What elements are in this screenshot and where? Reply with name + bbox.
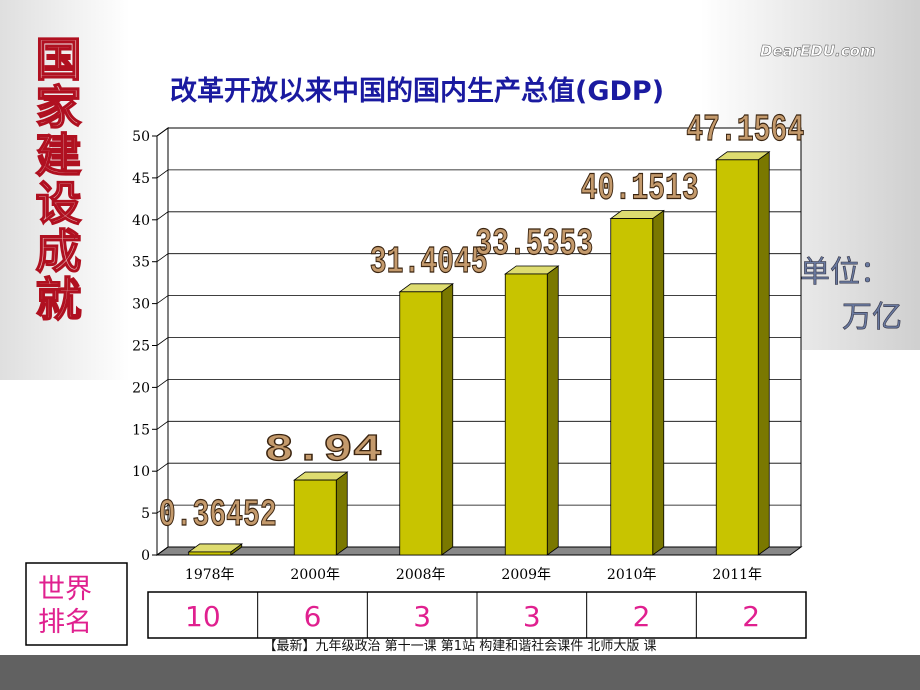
decor-bottom [0, 655, 920, 690]
ranking-label: 排名 [38, 607, 92, 638]
chart: 0 5 10 15 20 25 30 35 40 45 50 1978年 0.36452 2000年 8.9… [25, 108, 807, 646]
grid-line [156, 295, 801, 304]
grid-line [156, 546, 801, 556]
y-tick-label: 25 [132, 339, 150, 355]
bar-side [335, 471, 348, 556]
ranking-value: 6 [304, 600, 322, 633]
bar [293, 479, 337, 556]
y-tick-label: 50 [132, 129, 150, 145]
x-tick-label: 2009年 [501, 567, 551, 583]
ranking-value: 3 [523, 600, 541, 633]
grid-line [156, 211, 801, 221]
bar-side [546, 265, 559, 556]
bar-side [441, 283, 454, 556]
ranking-label: 世界 [38, 574, 92, 605]
y-tick-label: 20 [132, 380, 150, 396]
y-tick-label: 0 [141, 548, 150, 564]
grid-line [156, 420, 801, 430]
bar [188, 551, 232, 556]
grid-line [156, 462, 801, 472]
grid-line [156, 169, 801, 179]
y-tick-label: 10 [132, 464, 150, 480]
bar [504, 273, 548, 556]
y-tick-label: 35 [132, 255, 150, 271]
unit-label: 万亿 [842, 300, 902, 335]
value-label: 33.5353 [475, 223, 593, 266]
y-tick-label: 15 [132, 422, 150, 438]
grid-line [156, 127, 801, 137]
floor [155, 546, 803, 556]
grid-line [156, 337, 801, 346]
value-label: 31.4045 [370, 241, 488, 284]
value-label: 8.94 [264, 429, 382, 472]
bar-side [652, 209, 665, 556]
ranking-value: 2 [633, 600, 651, 633]
x-tick-label: 2008年 [396, 567, 446, 583]
grid-line [156, 504, 801, 514]
y-tick-label: 45 [132, 171, 150, 187]
footer: 【最新】九年级政治 第十一课 第1站 构建和谐社会课件 北师大版 课 [264, 638, 657, 654]
side-title: 国家建设成就 [29, 35, 83, 323]
y-tick-label: 40 [132, 213, 150, 229]
unit-label: 单位： [800, 255, 890, 290]
x-tick-label: 2011年 [712, 567, 762, 583]
x-tick-label: 1978年 [185, 567, 235, 583]
bar-side [757, 151, 770, 556]
ranking-value: 10 [185, 600, 221, 633]
value-label: 0.36452 [159, 494, 277, 537]
value-label: 47.1564 [686, 109, 804, 152]
grid-line [156, 378, 801, 388]
y-tick-label: 5 [141, 506, 150, 522]
bar [610, 218, 654, 556]
grid-line [156, 253, 801, 263]
x-tick-label: 2010年 [607, 567, 657, 583]
ranking-value: 3 [413, 600, 431, 633]
bar [399, 291, 443, 556]
ranking-value: 2 [742, 600, 760, 633]
y-tick-label: 30 [132, 297, 150, 313]
value-label: 40.1513 [581, 168, 699, 211]
logo: DearEDU.com [760, 42, 876, 60]
ranking-label-box [25, 562, 128, 646]
decor-left [0, 0, 130, 380]
chart-title: 改革开放以来中国的国内生产总值(GDP) [170, 75, 664, 107]
x-tick-label: 2000年 [290, 567, 340, 583]
bar [715, 159, 759, 556]
